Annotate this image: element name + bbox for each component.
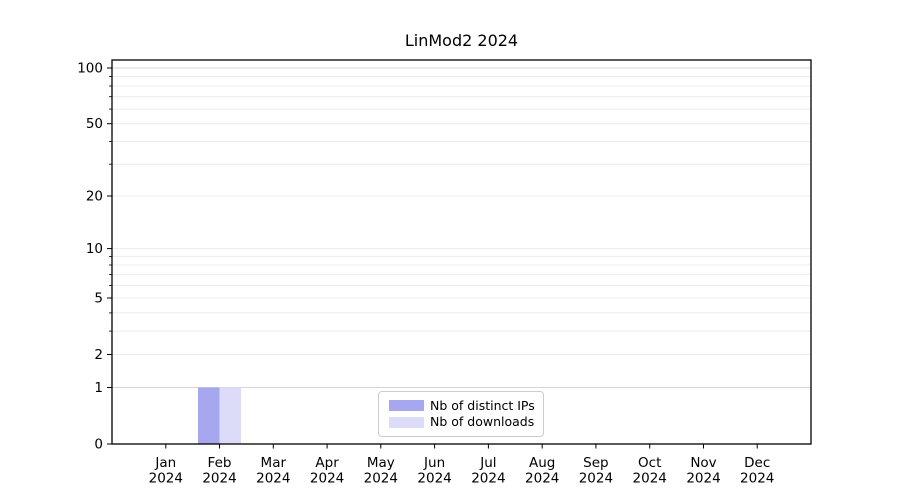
x-tick-label-month: Jul (479, 455, 496, 471)
x-tick-label-year: 2024 (364, 471, 398, 487)
x-tick-label-month: Mar (261, 455, 287, 471)
x-tick-label-year: 2024 (310, 471, 344, 487)
x-tick-label-year: 2024 (202, 471, 236, 487)
chart-title: LinMod2 2024 (404, 31, 519, 50)
x-tick-label-month: Dec (744, 455, 770, 471)
x-tick-label-month: Jan (154, 455, 176, 471)
y-tick-label: 2 (94, 347, 103, 363)
x-tick-label-year: 2024 (417, 471, 451, 487)
x-tick-label-year: 2024 (633, 471, 667, 487)
legend-entry-distinct-ips: Nb of distinct IPs (389, 397, 537, 413)
y-tick-label: 20 (86, 189, 103, 205)
legend-swatch-downloads-icon (389, 416, 424, 428)
legend-label-downloads: Nb of downloads (430, 414, 535, 429)
x-tick-label-month: Feb (208, 455, 232, 471)
x-tick-label-month: Sep (583, 455, 608, 471)
x-tick-label-year: 2024 (256, 471, 290, 487)
legend-entry-downloads: Nb of downloads (389, 414, 537, 429)
legend-swatch-distinct-ips-icon (389, 400, 424, 412)
x-tick-label-year: 2024 (149, 471, 183, 487)
legend: Nb of distinct IPs Nb of downloads (378, 391, 544, 437)
x-tick-label-year: 2024 (686, 471, 720, 487)
x-tick-label-year: 2024 (471, 471, 505, 487)
x-tick-label-month: May (367, 455, 395, 471)
x-tick-label-year: 2024 (740, 471, 774, 487)
x-tick-label-month: Apr (315, 455, 339, 471)
x-tick-label-year: 2024 (579, 471, 613, 487)
x-tick-label-year: 2024 (525, 471, 559, 487)
bar-downloads (219, 387, 241, 444)
x-tick-label-month: Oct (638, 455, 661, 471)
y-tick-label: 100 (77, 61, 103, 77)
axes-spines (111, 59, 812, 445)
x-tick-label-month: Jun (423, 455, 445, 471)
y-tick-label: 5 (94, 291, 103, 307)
y-tick-label: 0 (94, 437, 103, 453)
y-tick-label: 10 (86, 241, 103, 257)
x-tick-label-month: Nov (690, 455, 716, 471)
bar-distinct-ips (198, 387, 220, 444)
y-tick-label: 50 (86, 116, 103, 132)
legend-label-distinct-ips: Nb of distinct IPs (430, 397, 535, 413)
x-tick-label-month: Aug (529, 455, 555, 471)
y-tick-label: 1 (94, 380, 103, 396)
